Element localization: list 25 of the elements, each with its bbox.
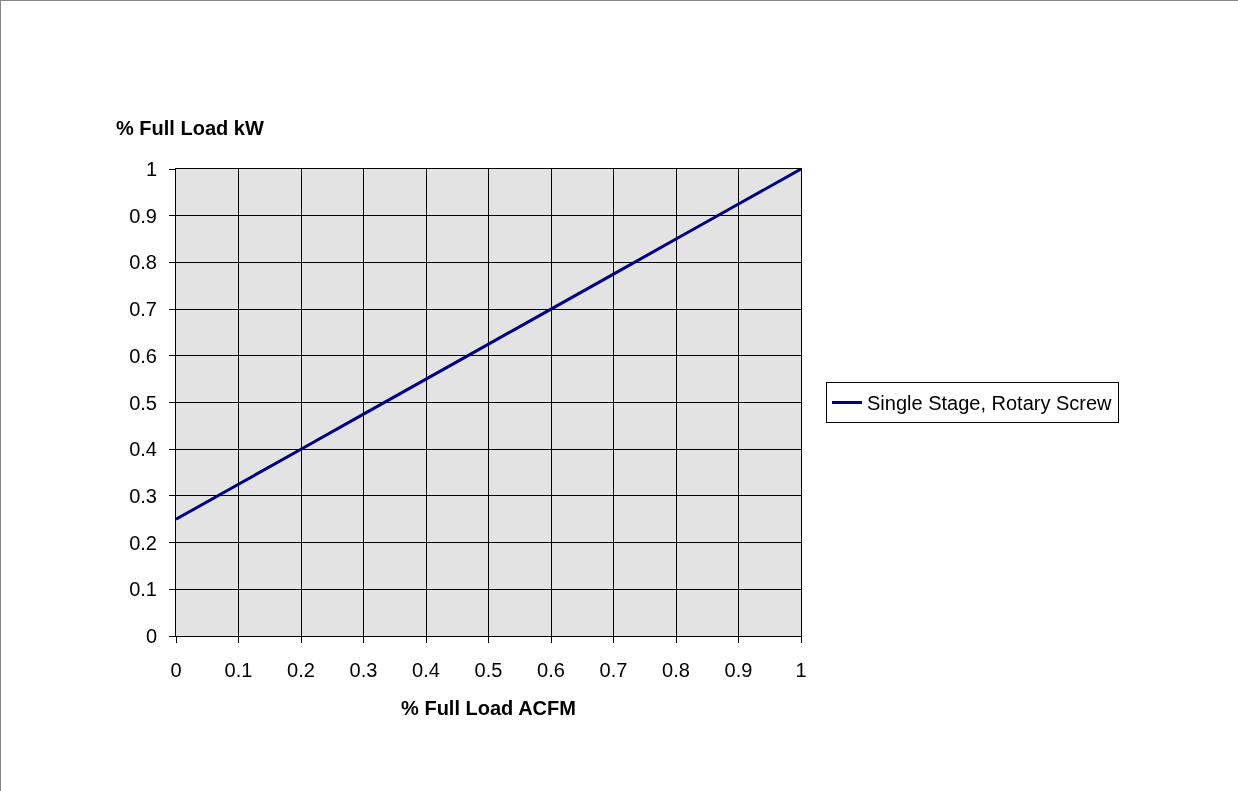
legend-label: Single Stage, Rotary Screw <box>867 392 1113 415</box>
y-axis-title: % Full Load kW <box>116 117 264 139</box>
x-tick-label: 0.2 <box>287 659 315 681</box>
x-axis-title: % Full Load ACFM <box>401 696 576 719</box>
y-tick-label: 0.3 <box>129 484 157 507</box>
x-tick-label: 0 <box>170 659 182 681</box>
y-tick-label: 0.6 <box>129 344 157 367</box>
x-tick-label: 1 <box>795 659 807 681</box>
y-tick-label: 0.7 <box>129 298 157 321</box>
x-tick-label: 0.7 <box>599 659 628 681</box>
y-tick-label: 0 <box>145 625 157 647</box>
x-tick-label: 0.6 <box>537 659 565 681</box>
x-tick-label: 0.9 <box>724 659 753 681</box>
x-tick-label: 0.4 <box>412 659 440 681</box>
y-tick-label: 0.2 <box>129 531 157 554</box>
y-tick-label: 1 <box>145 158 157 180</box>
y-tick-label: 0.1 <box>129 578 157 601</box>
y-tick-label: 0.8 <box>129 251 157 274</box>
x-tick-label: 0.5 <box>474 659 503 681</box>
y-tick-label: 0.9 <box>129 204 157 227</box>
y-tick-label: 0.5 <box>129 391 157 414</box>
x-tick-label: 0.1 <box>224 659 253 681</box>
x-tick-label: 0.8 <box>662 659 690 681</box>
x-tick-label: 0.3 <box>349 659 378 681</box>
y-tick-label: 0.4 <box>129 438 157 461</box>
